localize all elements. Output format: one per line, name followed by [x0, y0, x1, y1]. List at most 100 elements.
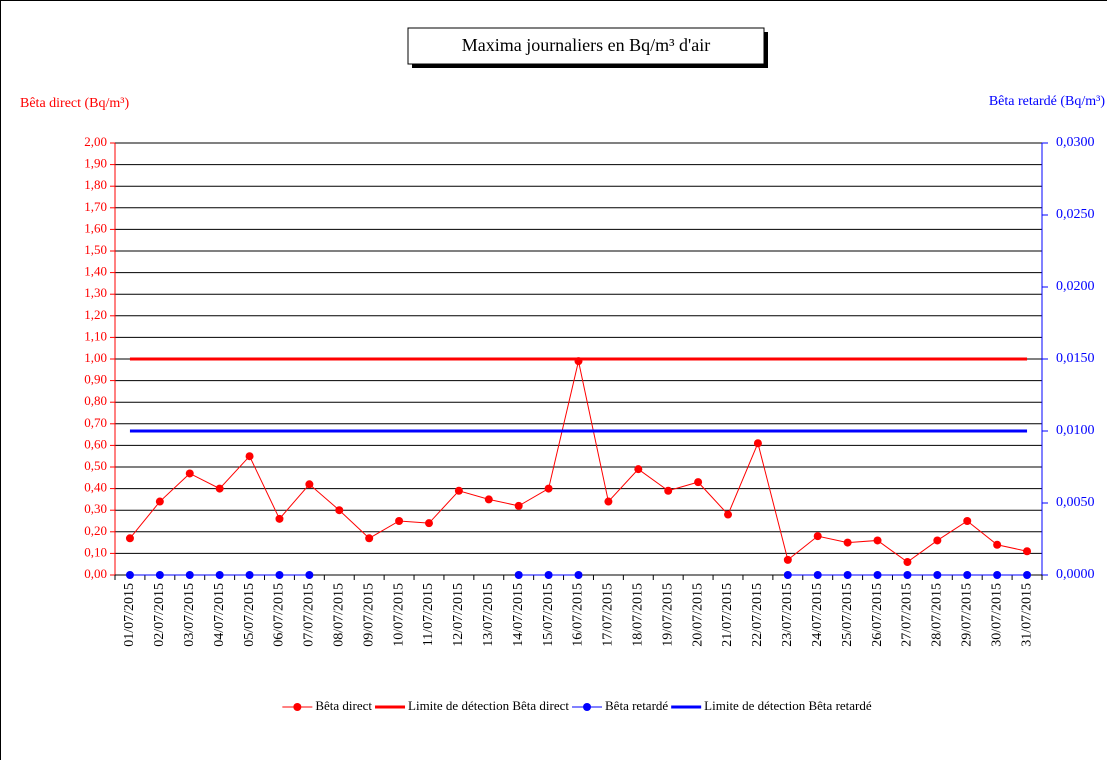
- y-tick-label: 0,80: [84, 393, 107, 408]
- x-tick-label: 02/07/2015: [152, 583, 167, 647]
- y-tick-label: 2,00: [84, 134, 107, 149]
- data-point: [305, 571, 314, 579]
- x-tick-label: 30/07/2015: [989, 583, 1004, 647]
- data-point: [215, 571, 224, 579]
- data-point: [813, 571, 822, 579]
- data-point: [574, 571, 583, 579]
- x-tick-label: 04/07/2015: [212, 583, 227, 647]
- data-point: [544, 484, 553, 493]
- data-point: [514, 571, 523, 579]
- x-tick-label: 14/07/2015: [511, 583, 526, 647]
- data-point: [873, 571, 882, 579]
- data-point: [544, 571, 553, 579]
- legend-marker: [583, 703, 592, 711]
- x-tick-label: 10/07/2015: [391, 583, 406, 647]
- x-tick-label: 15/07/2015: [541, 583, 556, 647]
- y-tick-label: 0,10: [84, 544, 107, 559]
- y2-tick-label: 0,0300: [1056, 135, 1095, 150]
- data-point: [395, 517, 404, 525]
- data-point: [963, 517, 972, 525]
- data-point: [155, 571, 164, 579]
- data-point: [783, 555, 792, 564]
- data-point: [813, 532, 822, 541]
- data-point: [125, 534, 134, 543]
- y-tick-label: 1,50: [84, 242, 107, 257]
- y2-tick-label: 0,0100: [1056, 423, 1095, 438]
- y2-tick-label: 0,0150: [1056, 351, 1095, 366]
- data-point: [993, 571, 1002, 579]
- x-tick-label: 13/07/2015: [481, 583, 496, 647]
- chart-title: Maxima journaliers en Bq/m³ d'air: [462, 35, 711, 55]
- data-point: [873, 536, 882, 545]
- x-tick-label: 09/07/2015: [361, 583, 376, 647]
- data-point: [634, 465, 643, 474]
- data-point: [245, 452, 254, 461]
- data-point: [185, 469, 194, 478]
- data-point: [694, 478, 703, 487]
- data-point: [783, 571, 792, 579]
- data-point: [753, 439, 762, 448]
- x-tick-label: 21/07/2015: [720, 583, 735, 647]
- title-box: [407, 27, 765, 65]
- x-tick-label: 17/07/2015: [601, 583, 616, 647]
- data-point: [933, 571, 942, 579]
- y-tick-label: 1,20: [84, 307, 107, 322]
- x-tick-label: 06/07/2015: [272, 583, 287, 647]
- data-point: [484, 495, 493, 504]
- y-tick-label: 1,90: [84, 156, 107, 171]
- data-point: [903, 558, 912, 567]
- x-tick-label: 26/07/2015: [870, 583, 885, 647]
- data-point: [933, 536, 942, 545]
- data-point: [1023, 571, 1032, 579]
- x-tick-label: 23/07/2015: [780, 583, 795, 647]
- data-point: [724, 510, 733, 519]
- data-point: [125, 571, 134, 579]
- data-point: [335, 506, 344, 515]
- x-tick-label: 22/07/2015: [750, 583, 765, 647]
- data-point: [365, 534, 374, 543]
- y-tick-label: 1,30: [84, 285, 107, 300]
- y-tick-label: 0,60: [84, 436, 107, 451]
- y2-tick-label: 0,0000: [1056, 567, 1095, 582]
- x-tick-label: 03/07/2015: [182, 583, 197, 647]
- data-point: [275, 571, 284, 579]
- y-tick-label: 0,90: [84, 372, 107, 387]
- data-point: [903, 571, 912, 579]
- y2-axis-label: Bêta retardé (Bq/m³): [989, 94, 1105, 109]
- data-point: [604, 497, 613, 506]
- data-point: [275, 514, 284, 523]
- data-point: [843, 538, 852, 547]
- x-tick-label: 08/07/2015: [331, 583, 346, 647]
- data-point: [185, 571, 194, 579]
- y-tick-label: 0,00: [84, 566, 107, 581]
- y-tick-label: 1,10: [84, 328, 107, 343]
- legend-label: Bêta retardé: [605, 698, 668, 713]
- y-tick-label: 1,80: [84, 177, 107, 192]
- data-point: [514, 501, 523, 510]
- data-point: [215, 484, 224, 493]
- data-point: [843, 571, 852, 579]
- y-tick-label: 1,70: [84, 199, 107, 214]
- x-tick-label: 31/07/2015: [1019, 583, 1034, 647]
- y-tick-label: 1,40: [84, 264, 107, 279]
- legend-label: Limite de détection Bêta direct: [408, 698, 569, 713]
- x-tick-label: 05/07/2015: [242, 583, 257, 647]
- y-tick-label: 1,00: [84, 350, 107, 365]
- legend-label: Limite de détection Bêta retardé: [704, 698, 872, 713]
- legend-marker: [293, 703, 302, 711]
- x-tick-label: 20/07/2015: [690, 583, 705, 647]
- data-point: [963, 571, 972, 579]
- x-tick-label: 24/07/2015: [810, 583, 825, 647]
- data-point: [305, 480, 314, 489]
- x-tick-label: 07/07/2015: [302, 583, 317, 647]
- x-tick-label: 28/07/2015: [930, 583, 945, 647]
- y-axis-label: Bêta direct (Bq/m³): [20, 96, 130, 111]
- data-point: [155, 497, 164, 506]
- data-point: [245, 571, 254, 579]
- data-point: [993, 540, 1002, 549]
- y-tick-label: 0,30: [84, 501, 107, 516]
- y-tick-label: 0,70: [84, 415, 107, 430]
- y2-tick-label: 0,0250: [1056, 207, 1095, 222]
